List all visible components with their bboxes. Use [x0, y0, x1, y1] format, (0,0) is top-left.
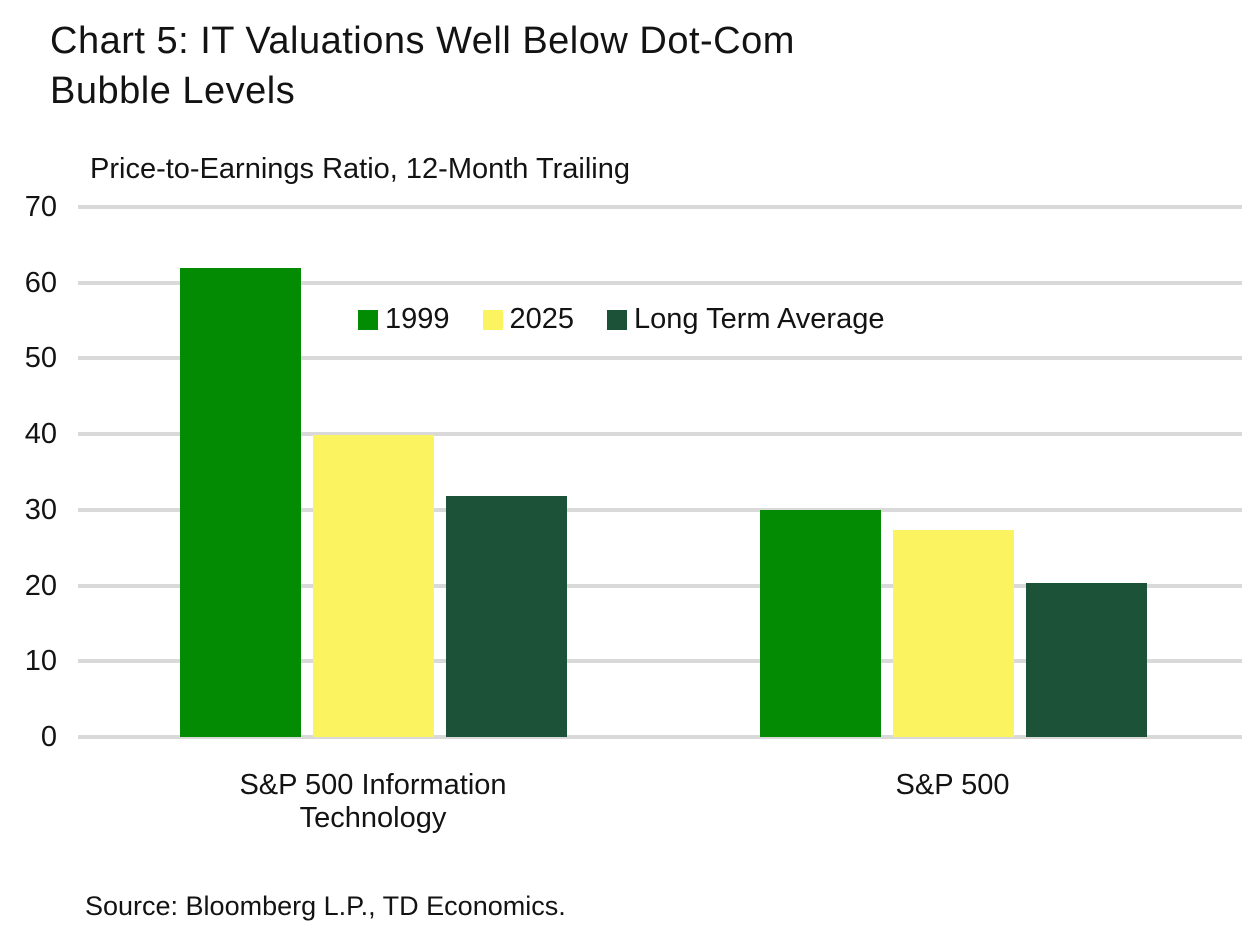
gridline-y-20 [78, 583, 1242, 588]
legend-label-1999: 1999 [385, 303, 450, 335]
y-axis-tick-label-10: 10 [24, 645, 57, 678]
gridline-y-50 [78, 356, 1242, 361]
chart-legend: 1999 2025 Long Term Average [358, 303, 884, 336]
legend-item-2025: 2025 [482, 303, 575, 336]
y-axis-tick-label-60: 60 [24, 266, 57, 299]
legend-item-1999: 1999 [358, 303, 450, 336]
y-axis-tick-label-0: 0 [40, 721, 57, 753]
bar-long-term-average-s-p-500 [1026, 582, 1147, 737]
y-axis-tick-label-70: 70 [24, 191, 57, 223]
legend-swatch-long-term-average-icon [607, 309, 628, 330]
chart-title: Chart 5: IT Valuations Well Below Dot-Co… [50, 16, 795, 116]
source-attribution: Source: Bloomberg L.P., TD Economics. [85, 891, 566, 921]
gridline-y-10 [78, 659, 1242, 664]
x-axis-category-label-it: S&P 500 Information Technology [239, 769, 507, 834]
chart-subtitle: Price-to-Earnings Ratio, 12-Month Traili… [90, 153, 630, 185]
gridline-y-70 [78, 205, 1242, 209]
bar-1999-s-p-500-information-technology [180, 267, 301, 737]
legend-label-2025: 2025 [509, 303, 575, 335]
y-axis-tick-label-40: 40 [24, 418, 57, 451]
y-axis-tick-label-30: 30 [24, 493, 57, 526]
gridline-y-30 [78, 507, 1242, 512]
chart-title-line-2: Bubble Levels [50, 70, 296, 112]
y-axis-tick-label-20: 20 [24, 569, 57, 602]
gridline-y-40 [78, 432, 1242, 437]
legend-item-long-term-average: Long Term Average [607, 303, 884, 336]
gridline-y-0 [78, 735, 1242, 739]
bar-1999-s-p-500 [760, 509, 881, 737]
gridline-y-60 [78, 280, 1242, 285]
y-axis-tick-label-50: 50 [24, 342, 57, 375]
legend-swatch-1999-icon [358, 309, 378, 330]
x-axis-category-label-sp500: S&P 500 [895, 769, 1010, 801]
bar-long-term-average-s-p-500-information-technology [446, 496, 567, 737]
legend-swatch-2025-icon [482, 309, 503, 330]
chart-title-line-1: Chart 5: IT Valuations Well Below Dot-Co… [50, 20, 795, 62]
legend-label-long-term-average: Long Term Average [634, 303, 885, 335]
bar-2025-s-p-500 [893, 530, 1014, 737]
plot-area [78, 205, 1242, 739]
bar-2025-s-p-500-information-technology [313, 434, 434, 737]
